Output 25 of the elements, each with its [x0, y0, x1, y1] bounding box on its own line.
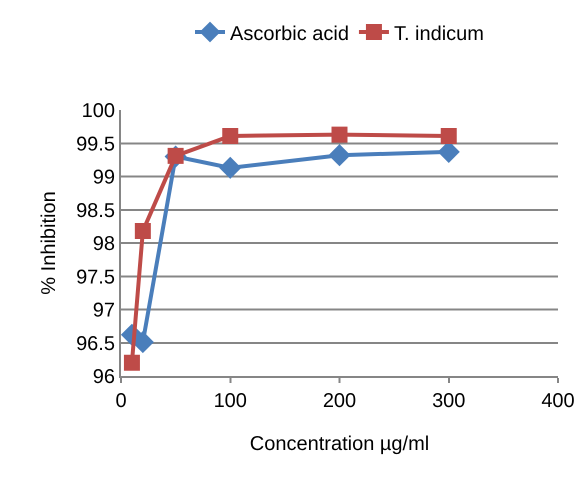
legend-label: Ascorbic acid [230, 22, 349, 45]
y-axis-title: % Inhibition [38, 191, 60, 295]
x-tick-label: 0 [115, 390, 127, 412]
y-tick-label: 100 [82, 100, 115, 122]
point [328, 144, 351, 166]
y-tick-label: 96.5 [76, 332, 115, 355]
y-tick-label: 98 [92, 233, 115, 255]
y-tick-label: 99.5 [76, 133, 115, 156]
point [134, 223, 151, 240]
y-tick-label: 98.5 [76, 200, 115, 222]
y-tick-label: 96 [92, 366, 115, 388]
point [219, 156, 242, 179]
y-tick-label: 99 [92, 166, 115, 188]
point [222, 128, 238, 144]
point [440, 128, 457, 144]
x-axis-title: Concentration µg/ml [250, 433, 430, 455]
point [332, 126, 348, 143]
x-tick-label: 300 [432, 390, 466, 412]
point [124, 354, 140, 371]
x-tick-label: 400 [541, 390, 575, 412]
y-tick-label: 97 [92, 300, 115, 322]
y-tick-label: 97.5 [76, 266, 115, 288]
legend-label: T. indicum [394, 22, 484, 45]
x-tick-label: 100 [214, 390, 247, 412]
x-tick-label: 200 [322, 390, 356, 412]
